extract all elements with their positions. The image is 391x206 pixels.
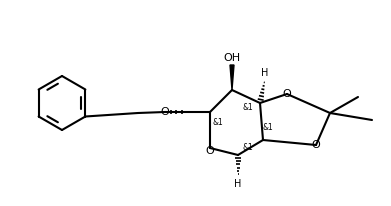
Text: &1: &1 (263, 124, 273, 132)
Text: &1: &1 (243, 144, 253, 152)
Text: OH: OH (223, 53, 240, 63)
Text: &1: &1 (243, 103, 253, 111)
Text: H: H (234, 179, 242, 189)
Text: &1: &1 (213, 117, 223, 126)
Text: O: O (161, 107, 169, 117)
Text: H: H (261, 68, 269, 78)
Polygon shape (230, 65, 234, 90)
Text: O: O (312, 140, 320, 150)
Text: O: O (206, 146, 214, 156)
Text: O: O (283, 89, 291, 99)
